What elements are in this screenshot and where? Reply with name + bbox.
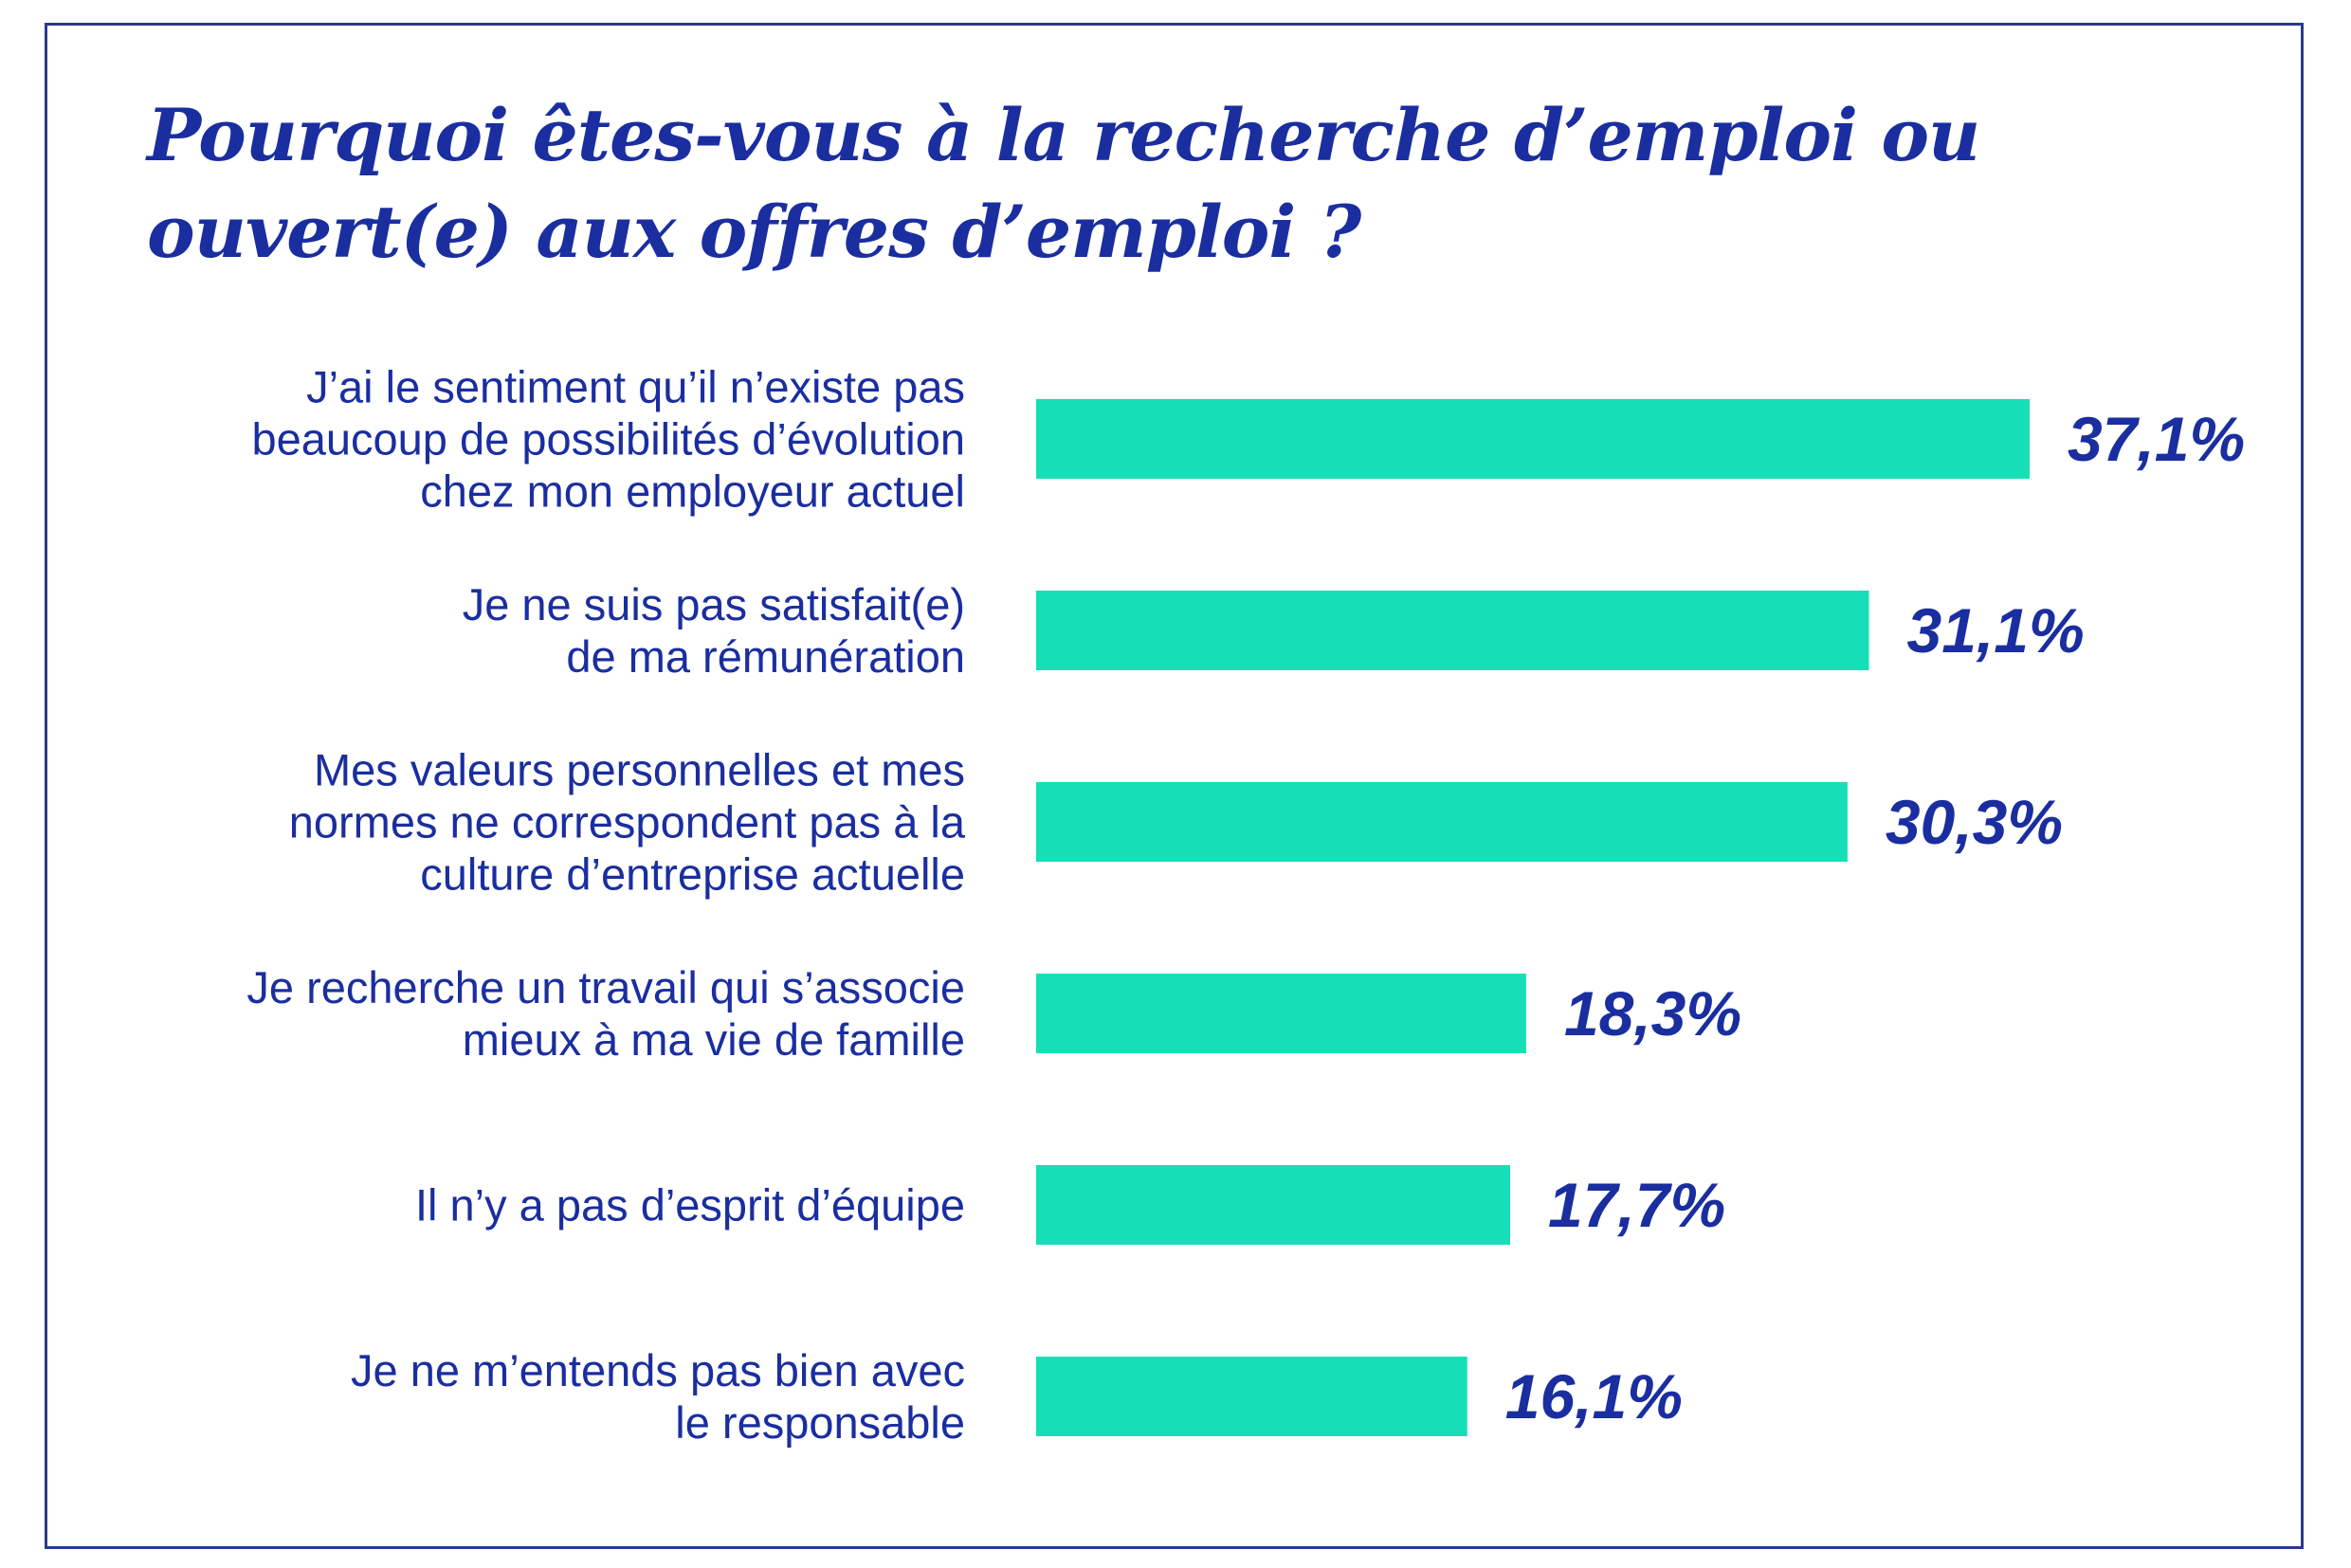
category-label-1-line-2: beaucoup de possibilités d’évolution — [251, 414, 965, 465]
category-label-3-line-1: Mes valeurs personnelles et mes — [314, 745, 965, 795]
bar-3 — [1036, 782, 1848, 862]
category-label-1-line-3: chez mon employeur actuel — [420, 466, 965, 517]
bar-4 — [1036, 974, 1526, 1053]
value-label-4: 18,3% — [1564, 978, 1741, 1048]
bar-1 — [1036, 399, 2030, 479]
value-label-6: 16,1% — [1505, 1361, 1683, 1431]
value-label-1: 37,1% — [2068, 404, 2245, 474]
bar-6 — [1036, 1357, 1467, 1436]
bar-5 — [1036, 1165, 1510, 1245]
category-label-6-line-2: le responsable — [675, 1397, 965, 1448]
chart-title: Pourquoi êtes-vous à la recherche d’empl… — [147, 87, 2233, 281]
category-label-4-line-2: mieux à ma vie de famille — [463, 1014, 965, 1065]
category-label-4-line-1: Je recherche un travail qui s’associe — [246, 962, 965, 1012]
value-label-3: 30,3% — [1886, 787, 2063, 857]
bar-2 — [1036, 591, 1869, 670]
category-label-3-line-3: culture d’entreprise actuelle — [420, 849, 965, 900]
category-label-5-line-1: Il n’y a pas d’esprit d’équipe — [415, 1180, 965, 1231]
value-label-5: 17,7% — [1548, 1170, 1725, 1240]
category-label-3-line-2: normes ne correspondent pas à la — [289, 797, 966, 848]
value-label-2: 31,1% — [1907, 595, 2085, 665]
chart-title-line-1: Pourquoi êtes-vous à la recherche d’empl… — [147, 93, 1980, 177]
category-label-6-line-1: Je ne m’entends pas bien avec — [351, 1345, 965, 1395]
category-label-2-line-2: de ma rémunération — [566, 631, 965, 682]
category-label-1-line-1: J’ai le sentiment qu’il n’existe pas — [306, 362, 965, 412]
category-label-2-line-1: Je ne suis pas satisfait(e) — [463, 579, 965, 629]
chart-title-line-2: ouvert(e) aux offres d’emploi ? — [147, 190, 1361, 274]
chart-frame — [45, 23, 2304, 1549]
